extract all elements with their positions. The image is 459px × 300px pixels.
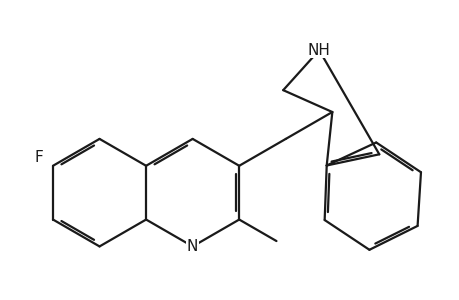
Text: N: N <box>186 239 198 254</box>
Text: NH: NH <box>307 43 330 58</box>
Text: F: F <box>34 150 43 165</box>
